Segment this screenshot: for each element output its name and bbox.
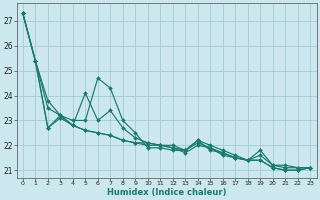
X-axis label: Humidex (Indice chaleur): Humidex (Indice chaleur) — [107, 188, 226, 197]
